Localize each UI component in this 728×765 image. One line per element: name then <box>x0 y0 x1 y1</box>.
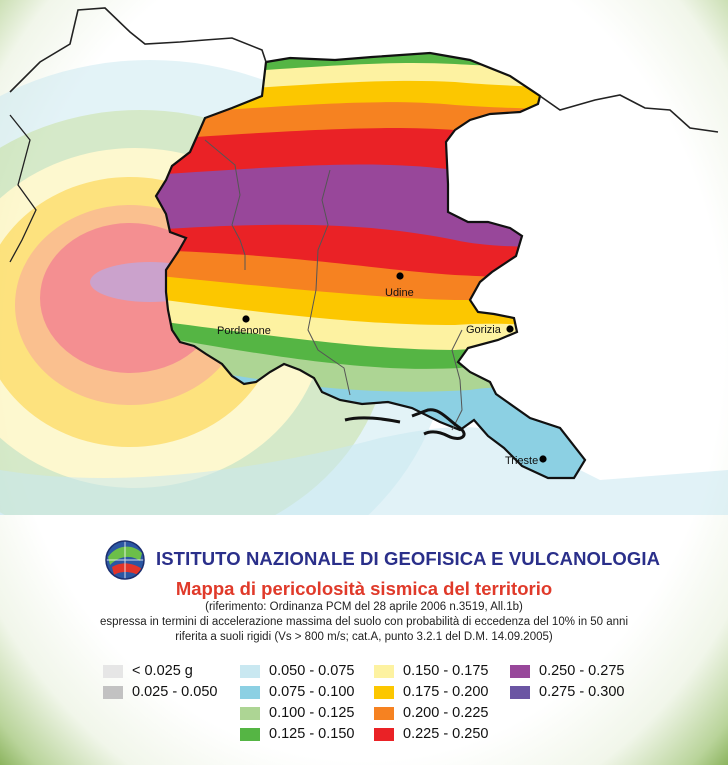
legend-item: 0.250 - 0.275 <box>510 663 624 679</box>
ingv-globe-logo <box>105 540 145 580</box>
legend-item: 0.200 - 0.225 <box>374 705 488 721</box>
city-trieste: Trieste <box>505 455 547 467</box>
legend-swatch <box>374 664 394 678</box>
legend-label: 0.175 - 0.200 <box>403 684 489 700</box>
legend-swatch <box>240 727 260 741</box>
national-border <box>539 94 719 133</box>
city-pordenone: Pordenone <box>217 315 271 337</box>
legend-swatch <box>240 706 260 720</box>
legend-item: 0.225 - 0.250 <box>374 726 488 742</box>
legend-item: 0.050 - 0.075 <box>240 663 354 679</box>
map-title: Mappa di pericolosità sismica del territ… <box>175 578 553 599</box>
seismic-hazard-map: Udine Pordenone Gorizia Trieste <box>0 7 728 515</box>
legend-swatch <box>103 664 123 678</box>
subtitle-soil-note: riferita a suoli rigidi (Vs > 800 m/s; c… <box>175 631 553 643</box>
legend-label: 0.150 - 0.175 <box>403 663 489 679</box>
legend-swatch <box>240 664 260 678</box>
legend-swatch <box>374 706 394 720</box>
legend-swatch <box>510 685 530 699</box>
legend-label: 0.225 - 0.250 <box>403 726 489 742</box>
region-border <box>154 51 587 480</box>
subtitle-description: espressa in termini di accelerazione mas… <box>99 616 629 628</box>
lagoon-islands <box>344 408 466 440</box>
legend-label: 0.075 - 0.100 <box>269 684 355 700</box>
legend-swatch <box>240 685 260 699</box>
legend-swatch <box>374 727 394 741</box>
legend-swatch <box>510 664 530 678</box>
province-boundary <box>204 139 246 270</box>
legend-label: 0.200 - 0.225 <box>403 705 489 721</box>
legend-item: 0.025 - 0.050 <box>103 684 217 700</box>
subtitle-reference: (riferimento: Ordinanza PCM del 28 april… <box>205 601 523 613</box>
legend-label: 0.025 - 0.050 <box>132 684 218 700</box>
legend-item: 0.150 - 0.175 <box>374 663 488 679</box>
legend-item: 0.125 - 0.150 <box>240 726 354 742</box>
legend-item: 0.175 - 0.200 <box>374 684 488 700</box>
adriatic-sea <box>0 426 728 515</box>
svg-text:Gorizia: Gorizia <box>466 324 502 336</box>
svg-text:Pordenone: Pordenone <box>217 325 271 337</box>
regional-border <box>9 114 37 263</box>
legend-item: < 0.025 g <box>103 663 193 679</box>
national-border <box>9 7 267 93</box>
legend-item: 0.275 - 0.300 <box>510 684 624 700</box>
legend-swatch <box>103 685 123 699</box>
city-udine: Udine <box>385 272 414 299</box>
city-gorizia: Gorizia <box>466 324 514 336</box>
legend-label: 0.275 - 0.300 <box>539 684 625 700</box>
svg-text:Udine: Udine <box>385 287 414 299</box>
province-boundary <box>451 329 463 431</box>
institute-name: ISTITUTO NAZIONALE DI GEOFISICA E VULCAN… <box>156 548 661 569</box>
legend-label: < 0.025 g <box>132 663 193 679</box>
institute-header: ISTITUTO NAZIONALE DI GEOFISICA E VULCAN… <box>102 537 662 581</box>
legend-swatch <box>374 685 394 699</box>
legend-label: 0.125 - 0.150 <box>269 726 355 742</box>
province-boundary <box>307 169 351 396</box>
legend-label: 0.250 - 0.275 <box>539 663 625 679</box>
legend-item: 0.075 - 0.100 <box>240 684 354 700</box>
legend-item: 0.100 - 0.125 <box>240 705 354 721</box>
legend-label: 0.050 - 0.075 <box>269 663 355 679</box>
svg-text:Trieste: Trieste <box>505 455 538 467</box>
legend-label: 0.100 - 0.125 <box>269 705 355 721</box>
